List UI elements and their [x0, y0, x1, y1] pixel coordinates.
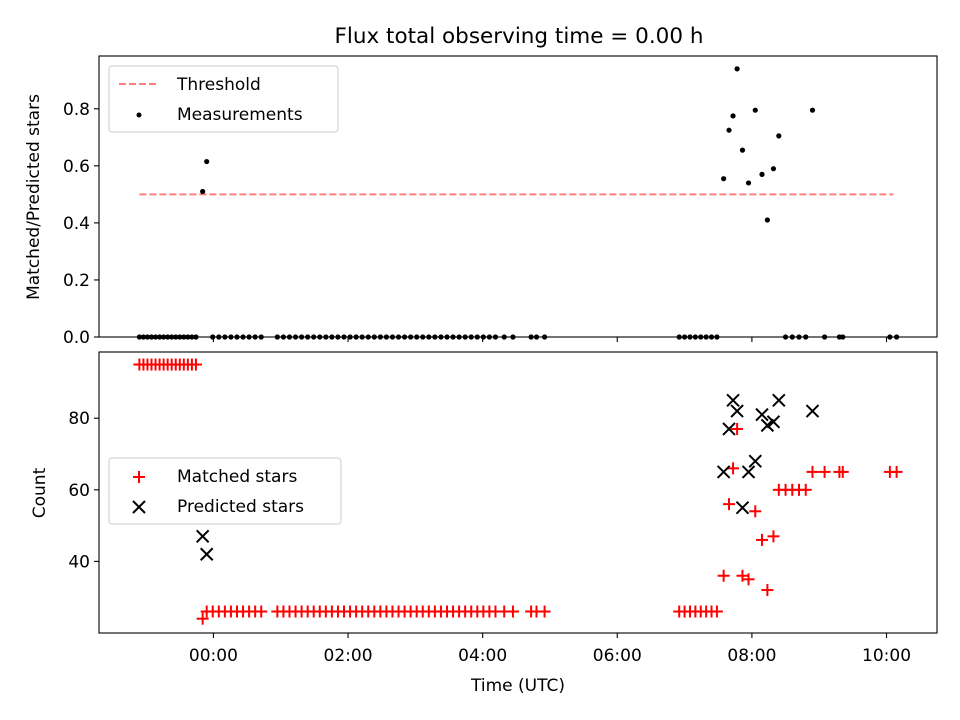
matched-star-point: [731, 422, 744, 435]
matched-star-point: [255, 605, 268, 618]
measurement-point: [739, 147, 746, 153]
top-y-tick-label: 0.2: [63, 271, 90, 291]
matched-star-point: [742, 573, 755, 586]
legend-matched-swatch: [133, 471, 145, 483]
matched-star-point: [506, 605, 519, 618]
predicted-star-point: [726, 393, 740, 408]
top-y-axis-label: Matched/Predicted stars: [24, 94, 44, 300]
predicted-star-point: [772, 393, 786, 408]
top-legend: Threshold Measurements: [108, 65, 339, 133]
measurement-point: [734, 66, 740, 72]
measurement-point: [770, 166, 777, 172]
top-plot-marks: [136, 66, 900, 340]
predicted-star-point: [195, 529, 210, 544]
matched-star-point: [799, 483, 812, 496]
legend-matched-label: Matched stars: [177, 467, 297, 487]
matched-star-point: [836, 465, 849, 478]
matched-star-point: [717, 569, 730, 582]
measurement-point: [726, 127, 732, 133]
top-panel: 0.00.20.40.60.8 Matched/Predicted stars …: [24, 55, 938, 348]
top-y-tick-label: 0.6: [63, 157, 90, 177]
predicted-star-point: [716, 465, 731, 479]
bottom-y-tick-label: 40: [68, 552, 90, 572]
bottom-x-tick-label: 02:00: [324, 646, 373, 666]
legend-measurements-swatch: [136, 112, 142, 118]
bottom-x-tick-label: 06:00: [593, 646, 642, 666]
figure-title: Flux total observing time = 0.00 h: [335, 24, 704, 49]
top-y-tick-label: 0.0: [63, 328, 90, 348]
matched-star-point: [727, 462, 740, 475]
bottom-y-axis-label: Count: [30, 467, 50, 518]
bottom-y-axis-ticks: 40 60 80: [68, 409, 99, 572]
bottom-legend: Matched stars Predicted stars: [108, 457, 342, 525]
measurement-point: [730, 113, 736, 119]
predicted-star-point: [748, 454, 762, 468]
measurement-point: [721, 176, 727, 182]
measurement-point: [809, 107, 816, 113]
predicted-star-point: [805, 404, 820, 418]
measurement-point: [759, 171, 765, 177]
predicted-star-point: [741, 465, 756, 479]
bottom-y-tick-label: 80: [68, 409, 90, 429]
matched-star-point: [818, 465, 831, 478]
measurement-point: [764, 217, 770, 223]
bottom-legend-box: [108, 457, 342, 525]
matched-star-point: [755, 533, 768, 546]
legend-threshold-label: Threshold: [176, 75, 261, 95]
bottom-x-tick-label: 00:00: [189, 646, 238, 666]
matched-star-point: [196, 612, 209, 625]
bottom-x-tick-label: 10:00: [862, 646, 911, 666]
predicted-star-point: [722, 422, 736, 436]
top-y-axis-ticks: 0.0 0.2 0.4 0.6 0.8: [63, 100, 99, 348]
matched-star-point: [538, 605, 551, 618]
measurement-point: [200, 188, 206, 195]
predicted-star-point: [735, 501, 750, 515]
measurement-point: [745, 180, 752, 186]
matched-star-point: [723, 498, 736, 511]
predicted-star-point: [199, 547, 214, 561]
legend-predicted-label: Predicted stars: [177, 497, 304, 517]
matched-star-point: [710, 605, 723, 618]
bottom-x-tick-label: 08:00: [727, 646, 776, 666]
predicted-star-point: [755, 407, 769, 422]
matched-star-point: [761, 584, 774, 597]
matched-star-point: [806, 465, 819, 478]
top-legend-box: [108, 65, 339, 133]
bottom-y-tick-label: 60: [68, 481, 90, 501]
matched-star-point: [890, 465, 903, 478]
measurement-point: [752, 107, 758, 113]
predicted-star-point: [766, 415, 781, 429]
matched-star-point: [189, 358, 202, 371]
legend-measurements-label: Measurements: [177, 105, 303, 125]
predicted-star-point: [730, 404, 744, 418]
matched-star-point: [736, 569, 749, 582]
legend-predicted-swatch: [132, 500, 146, 514]
bottom-plot-frame: [98, 351, 938, 634]
matched-star-point: [749, 505, 762, 518]
top-plot-frame: [98, 55, 938, 338]
measurement-point: [204, 158, 210, 165]
top-x-axis-ticks: [212, 337, 888, 342]
bottom-x-axis-label: Time (UTC): [470, 676, 565, 696]
matched-star-point: [767, 530, 780, 543]
bottom-x-tick-label: 04:00: [458, 646, 507, 666]
measurement-point: [776, 133, 782, 139]
top-y-tick-label: 0.8: [63, 100, 90, 120]
top-y-tick-label: 0.4: [63, 214, 90, 234]
bottom-x-axis-ticks: 00:00 02:00 04:00 06:00 08:00 10:00: [189, 633, 911, 666]
predicted-star-point: [760, 418, 775, 433]
bottom-plot-marks: [133, 358, 903, 625]
bottom-panel: 40 60 80 00:00 02:00 04:00 06:00 08:00 10:00 Co…: [30, 351, 938, 696]
